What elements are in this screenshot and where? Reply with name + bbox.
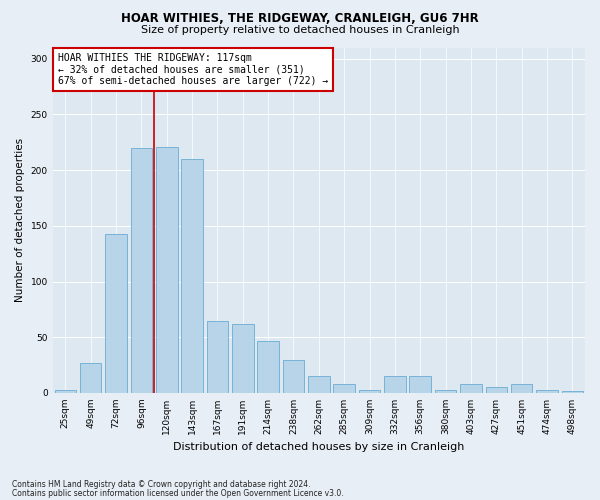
Bar <box>485 388 507 393</box>
Bar <box>232 324 254 393</box>
Bar <box>536 390 558 393</box>
Bar <box>257 340 279 393</box>
Bar <box>334 384 355 393</box>
Y-axis label: Number of detached properties: Number of detached properties <box>15 138 25 302</box>
Text: Contains HM Land Registry data © Crown copyright and database right 2024.: Contains HM Land Registry data © Crown c… <box>12 480 311 489</box>
Bar <box>359 390 380 393</box>
Bar <box>384 376 406 393</box>
Bar <box>409 376 431 393</box>
Bar <box>206 320 228 393</box>
Bar <box>460 384 482 393</box>
X-axis label: Distribution of detached houses by size in Cranleigh: Distribution of detached houses by size … <box>173 442 464 452</box>
Bar <box>80 363 101 393</box>
Bar <box>562 390 583 393</box>
Bar <box>156 146 178 393</box>
Text: HOAR WITHIES, THE RIDGEWAY, CRANLEIGH, GU6 7HR: HOAR WITHIES, THE RIDGEWAY, CRANLEIGH, G… <box>121 12 479 26</box>
Text: Contains public sector information licensed under the Open Government Licence v3: Contains public sector information licen… <box>12 488 344 498</box>
Text: Size of property relative to detached houses in Cranleigh: Size of property relative to detached ho… <box>140 25 460 35</box>
Bar <box>308 376 329 393</box>
Bar <box>283 360 304 393</box>
Bar <box>511 384 532 393</box>
Bar <box>181 159 203 393</box>
Bar <box>131 148 152 393</box>
Text: HOAR WITHIES THE RIDGEWAY: 117sqm
← 32% of detached houses are smaller (351)
67%: HOAR WITHIES THE RIDGEWAY: 117sqm ← 32% … <box>58 52 328 86</box>
Bar <box>105 234 127 393</box>
Bar <box>55 390 76 393</box>
Bar <box>435 390 457 393</box>
